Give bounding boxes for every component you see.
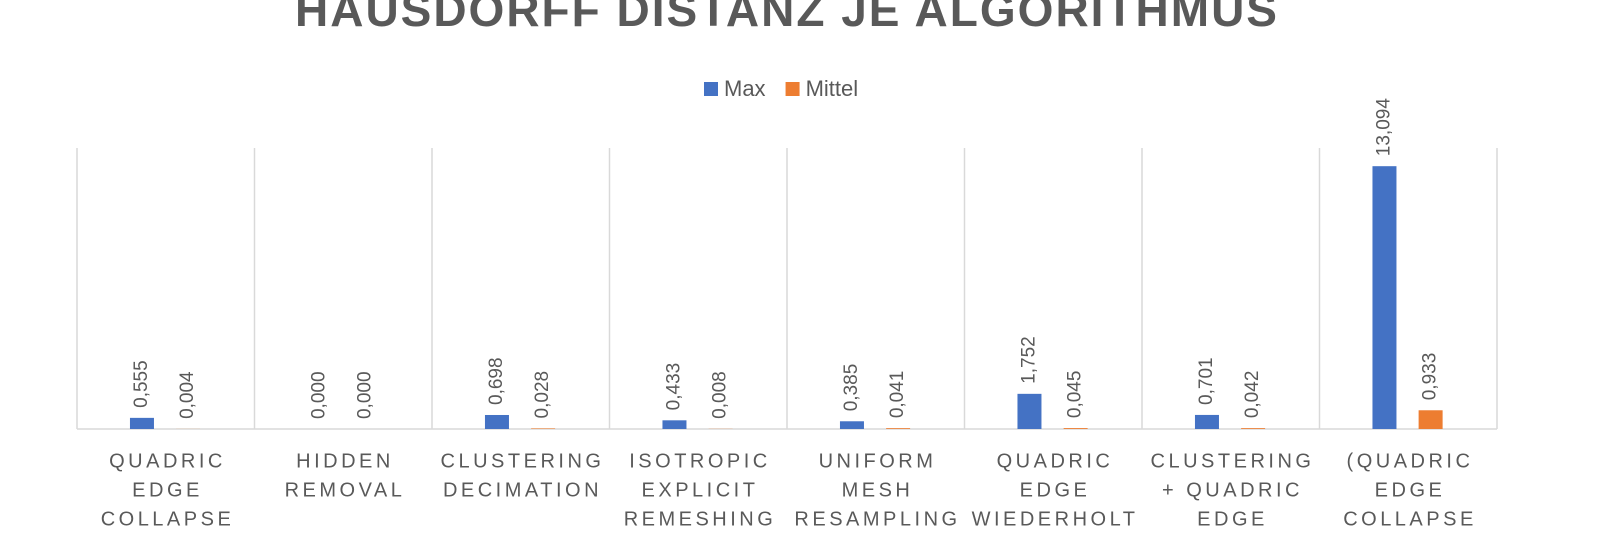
data-label: 0,028 (532, 371, 553, 419)
bar (1063, 428, 1088, 429)
data-label: 0,042 (1242, 371, 1263, 419)
data-label: 0,000 (355, 371, 376, 419)
x-tick-label: QUADRIC (109, 450, 226, 472)
x-tick-label: DECIMATION (443, 479, 602, 501)
x-tick-label: CLUSTERING (441, 450, 605, 472)
data-label: 0,701 (1196, 357, 1217, 405)
x-tick-label: + QUADRIC (1162, 479, 1303, 501)
data-label: 0,000 (308, 371, 329, 419)
x-tick-label: REMESHING (624, 508, 777, 530)
x-tick-label: EDGE (132, 479, 203, 501)
data-label: 0,933 (1420, 353, 1441, 401)
legend-label: Mittel (806, 76, 859, 101)
x-tick-label: (QUADRIC (1347, 450, 1474, 472)
bar (1418, 410, 1443, 429)
legend-swatch (785, 82, 800, 96)
bar (1017, 393, 1042, 429)
x-tick-label: EXPLICIT (642, 479, 759, 501)
x-tick-label: WIEDERHOLT (972, 508, 1139, 530)
x-tick-label: MESH (842, 479, 914, 501)
data-label: 0,698 (486, 357, 507, 405)
x-tick-label: EDGE (1020, 479, 1091, 501)
legend-swatch (704, 82, 718, 96)
data-label: 0,045 (1065, 371, 1086, 419)
x-tick-label: RESAMPLING (794, 508, 960, 530)
legend-label: Max (724, 76, 766, 101)
data-label: 0,008 (710, 371, 731, 419)
bar (1194, 414, 1219, 429)
bar (531, 428, 556, 429)
bar (662, 420, 687, 429)
x-tick-label: HIDDEN (296, 450, 394, 472)
x-tick-label: COLLAPSE (1343, 508, 1477, 530)
bar (129, 417, 154, 429)
data-label: 0,433 (663, 363, 684, 411)
chart-title: HAUSDORFF DISTANZ JE ALGORITHMUS (295, 0, 1279, 36)
x-tick-label: EDGE (1197, 508, 1268, 530)
data-label: 0,004 (177, 371, 198, 419)
bar (1241, 428, 1266, 429)
data-label: 13,094 (1373, 98, 1394, 157)
bar (886, 428, 911, 429)
x-tick-label: UNIFORM (819, 450, 937, 472)
data-label: 0,555 (131, 360, 152, 408)
x-tick-label: ISOTROPIC (629, 450, 771, 472)
bar (839, 421, 864, 429)
x-tick-label: COLLAPSE (101, 508, 235, 530)
x-tick-label: QUADRIC (997, 450, 1114, 472)
data-label: 0,385 (841, 364, 862, 412)
bar (484, 414, 509, 429)
bar (1372, 166, 1397, 430)
data-label: 1,752 (1018, 336, 1039, 384)
x-tick-label: CLUSTERING (1151, 450, 1315, 472)
x-tick-label: REMOVAL (285, 479, 406, 501)
x-tick-label: EDGE (1375, 479, 1446, 501)
data-label: 0,041 (887, 371, 908, 419)
